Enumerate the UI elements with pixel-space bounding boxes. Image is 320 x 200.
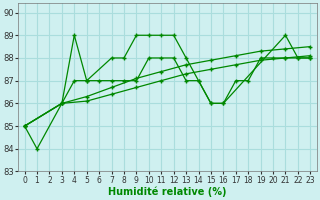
X-axis label: Humidité relative (%): Humidité relative (%) — [108, 186, 227, 197]
